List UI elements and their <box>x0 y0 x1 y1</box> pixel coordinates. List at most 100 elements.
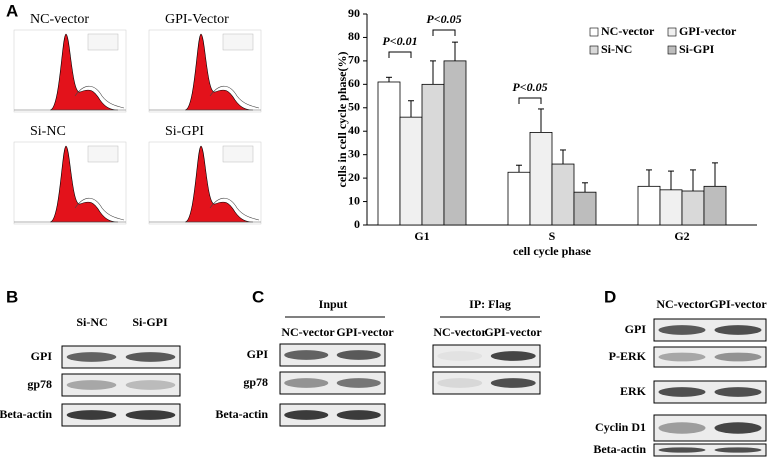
blot <box>653 346 767 368</box>
blot <box>279 403 386 427</box>
band <box>714 422 762 434</box>
bar <box>637 185 661 226</box>
band <box>437 378 483 388</box>
histogram-title: Si-GPI <box>165 124 204 139</box>
band <box>658 422 706 434</box>
bar <box>443 60 467 226</box>
label: Cyclin D1 <box>595 420 646 434</box>
histogram-frame <box>148 29 262 113</box>
bar <box>551 163 575 226</box>
histogram-legend <box>87 145 119 163</box>
legend-label: Si-GPI <box>679 42 715 56</box>
blot <box>61 403 181 427</box>
label: GPI-vector <box>336 325 394 339</box>
panel-label: C <box>252 287 264 306</box>
label: GPI <box>625 322 647 336</box>
band <box>437 351 483 361</box>
bar <box>421 83 445 226</box>
band <box>658 352 706 362</box>
bar <box>659 189 683 226</box>
bar <box>507 171 531 226</box>
bracket <box>432 29 456 36</box>
bar <box>681 190 705 226</box>
annotation: P<0.01 <box>382 34 417 48</box>
band <box>66 352 117 362</box>
band <box>658 447 706 453</box>
label: gp78 <box>27 377 52 391</box>
y-tick-label: 20 <box>348 170 360 184</box>
label: IP: Flag <box>469 297 511 311</box>
y-axis-label: cells in cell cycle phase(%) <box>335 52 349 188</box>
band <box>284 410 329 420</box>
bar <box>529 131 553 226</box>
annotation: P<0.05 <box>512 80 547 94</box>
y-tick-label: 30 <box>348 146 360 160</box>
histogram-title: GPI-Vector <box>165 12 229 27</box>
legend-swatch <box>667 45 677 55</box>
histogram-legend <box>222 33 254 51</box>
legend-label: NC-vector <box>601 24 655 38</box>
bracket <box>518 97 542 104</box>
y-tick-label: 70 <box>348 53 360 67</box>
band <box>714 352 762 362</box>
histogram-fit <box>74 85 125 109</box>
band <box>336 410 381 420</box>
blot <box>61 373 181 397</box>
label: NC-vector <box>281 325 335 339</box>
blot <box>432 344 541 368</box>
panel-label: B <box>6 287 18 306</box>
legend-label: Si-NC <box>601 42 632 56</box>
x-axis-label: cell cycle phase <box>513 244 592 258</box>
label: GPI <box>247 347 269 361</box>
histogram-frame <box>13 29 127 113</box>
blot <box>653 380 767 404</box>
legend-swatch <box>667 27 677 37</box>
histogram-fit <box>209 197 260 221</box>
band <box>490 378 536 388</box>
band <box>66 410 117 420</box>
label: P-ERK <box>609 349 647 363</box>
label: gp78 <box>243 375 268 389</box>
y-tick-label: 0 <box>354 217 360 231</box>
band <box>336 350 381 360</box>
label: Si-NC <box>76 315 107 329</box>
label: GPI-vector <box>709 297 767 311</box>
label: GPI <box>31 349 53 363</box>
bar <box>703 185 727 226</box>
label: Beta-actin <box>0 407 52 421</box>
annotation: P<0.05 <box>426 12 461 26</box>
histogram-legend <box>222 145 254 163</box>
blot <box>61 345 181 369</box>
histogram-title: NC-vector <box>30 12 89 27</box>
y-tick-label: 60 <box>348 76 360 90</box>
histogram-peak <box>184 33 254 111</box>
histogram-frame <box>148 141 262 225</box>
y-tick-label: 10 <box>348 193 360 207</box>
blot <box>279 371 386 395</box>
histogram-legend <box>87 33 119 51</box>
blot <box>432 371 541 395</box>
band <box>714 447 762 453</box>
band <box>714 387 762 397</box>
legend-swatch <box>589 27 599 37</box>
label: Beta-actin <box>215 407 268 421</box>
histogram-peak <box>49 33 119 111</box>
label: Si-GPI <box>132 315 168 329</box>
histogram-peak <box>49 145 119 223</box>
bar <box>377 81 401 226</box>
legend-swatch <box>589 45 599 55</box>
band <box>284 378 329 388</box>
bar <box>573 191 597 226</box>
label: Beta-actin <box>593 442 646 456</box>
x-tick-label: G1 <box>414 229 429 243</box>
histogram-frame <box>13 141 127 225</box>
band <box>658 325 706 335</box>
y-tick-label: 50 <box>348 100 360 114</box>
panel-label: A <box>6 1 18 20</box>
blot <box>653 443 767 457</box>
y-tick-label: 90 <box>348 6 360 20</box>
band <box>658 387 706 397</box>
band <box>490 351 536 361</box>
histogram-fit <box>74 197 125 221</box>
